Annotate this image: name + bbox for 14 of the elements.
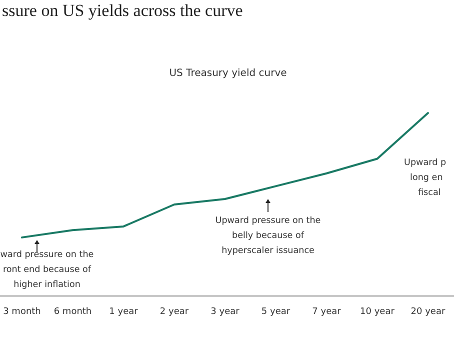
x-tick-label: 20 year — [410, 307, 446, 317]
annotation: Upward pressure on the belly because of hyperscaler issuance — [215, 216, 321, 256]
x-tick-label: 6 month — [54, 307, 92, 317]
x-tick-label: 3 year — [210, 307, 240, 317]
x-tick-label: 3 month — [3, 307, 41, 317]
x-tick-label: 10 year — [360, 307, 395, 317]
chart-subtitle: US Treasury yield curve — [169, 68, 287, 79]
x-tick-label: 1 year — [109, 307, 138, 317]
chart-title: ssure on US yields across the curve — [2, 1, 243, 20]
annotation: ward pressure on the ront end because of higher inflation — [0, 250, 94, 290]
annotation: Upward p long en fiscal — [404, 158, 446, 198]
x-tick-label: 5 year — [261, 307, 290, 317]
x-tick-label: 2 year — [160, 307, 189, 317]
x-tick-label: 7 year — [312, 307, 342, 317]
